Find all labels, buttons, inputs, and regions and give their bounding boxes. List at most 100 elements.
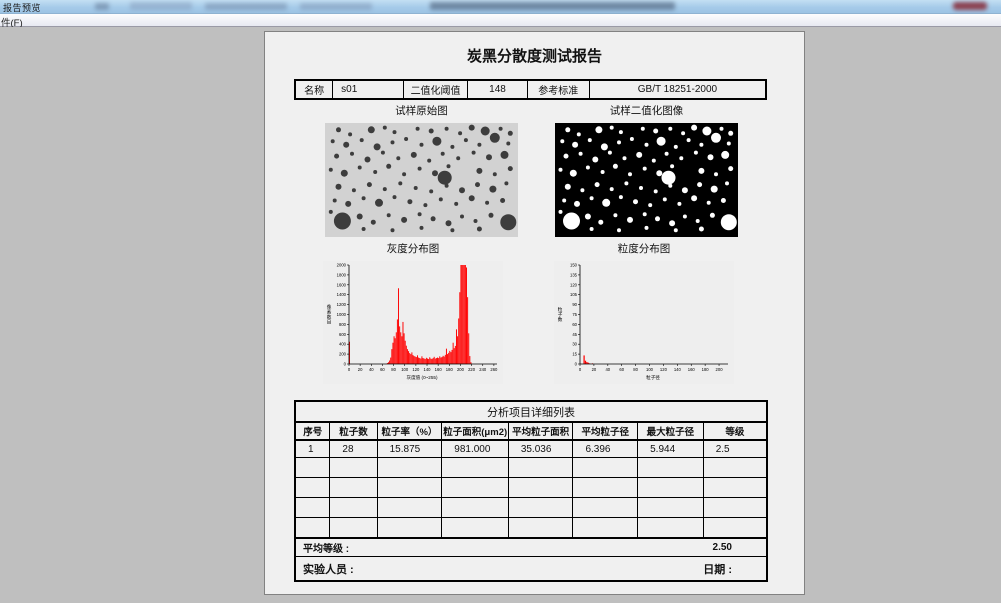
particle-dot [602, 198, 611, 207]
particle-dot [721, 150, 730, 159]
histogram-bar [435, 358, 437, 364]
svg-text:素: 素 [327, 309, 332, 315]
particle-dot [558, 167, 563, 172]
histogram-bar [391, 349, 393, 364]
average-grade-row: 平均等级 : 2.50 [294, 537, 768, 557]
svg-text:150: 150 [570, 263, 578, 268]
particle-dot [562, 198, 567, 203]
particle-dot [459, 187, 465, 194]
histogram-bar [430, 358, 432, 364]
particle-dot [624, 181, 629, 186]
histogram-bar [390, 357, 392, 364]
svg-text:260: 260 [490, 367, 498, 372]
svg-text:240: 240 [479, 367, 487, 372]
histogram-bar [432, 358, 434, 364]
particle-dot [609, 187, 614, 192]
menu-file-item[interactable]: 件(F) [1, 18, 23, 29]
particle-dot [373, 143, 381, 151]
histogram-bar [457, 336, 459, 364]
particle-dot [618, 195, 623, 200]
particle-dot [565, 127, 571, 133]
particle-dot [618, 130, 623, 135]
svg-text:200: 200 [339, 352, 347, 357]
particle-dot [390, 140, 395, 145]
histogram-bar [450, 352, 452, 364]
particle-dot [693, 150, 698, 155]
gray-chart-caption: 灰度分布图 [386, 243, 440, 255]
particle-dot [728, 130, 734, 136]
svg-text:90: 90 [572, 302, 577, 307]
particle-dot [709, 212, 715, 218]
particle-dot [343, 141, 350, 148]
particle-dot [572, 141, 579, 148]
histogram-bar [386, 363, 388, 364]
particle-dot [477, 142, 482, 147]
histogram-bar [395, 332, 397, 364]
particle-dot [361, 227, 366, 231]
particle-dot [380, 150, 385, 155]
svg-text:1600: 1600 [337, 282, 347, 287]
particle-dot [382, 125, 387, 130]
histogram-bar [445, 348, 447, 364]
particle-dot [351, 188, 356, 193]
particle-dot [334, 153, 340, 159]
particle-dot [644, 225, 649, 230]
svg-text:800: 800 [339, 322, 347, 327]
histogram-bar [587, 362, 589, 364]
histogram-bar [584, 360, 587, 364]
particle-dot [410, 151, 417, 158]
histogram-bar [420, 358, 422, 364]
histogram-bar [454, 345, 456, 364]
histogram-bar [449, 350, 451, 364]
particle-dot [714, 172, 718, 177]
svg-text:像: 像 [327, 304, 332, 310]
window-title: 报告预览 [3, 3, 42, 13]
particle-dot [500, 198, 506, 203]
analysis-header-cell: 最大粒子径 [637, 421, 704, 441]
svg-text:120: 120 [660, 367, 668, 372]
particle-dot [613, 213, 618, 218]
histogram-bar [459, 292, 461, 364]
particle-dot [480, 126, 490, 136]
report-title: 炭黑分散度测试报告 [466, 48, 602, 65]
particle-dot [460, 214, 464, 219]
histogram-bar [408, 351, 410, 364]
svg-text:100: 100 [401, 367, 409, 372]
histogram-bar [462, 265, 464, 364]
histogram-bar [433, 356, 435, 364]
report-preview-workspace: 炭黑分散度测试报告 名称 s01 二值化阈值 148 参考标准 GB/T 182… [0, 27, 1001, 603]
histogram-bar [402, 321, 404, 364]
histogram-bar [444, 354, 446, 364]
histogram-bar [469, 356, 471, 364]
report-page: 炭黑分散度测试报告 名称 s01 二值化阈值 148 参考标准 GB/T 182… [264, 31, 805, 595]
analysis-data-cell: 15.875 [376, 439, 443, 458]
analysis-header-cell: 粒子数 [329, 421, 378, 441]
particle-dot [366, 182, 372, 188]
particle-dot [428, 128, 434, 134]
particle-dot [707, 154, 714, 161]
svg-text:1200: 1200 [337, 302, 347, 307]
analysis-data-cell: 981.000 [441, 439, 509, 458]
particle-dot [725, 181, 729, 186]
svg-text:0: 0 [348, 367, 351, 372]
svg-text:目: 目 [327, 320, 332, 326]
analysis-data-cell: 1 [294, 439, 331, 458]
particle-dot [432, 136, 442, 146]
particle-dot [468, 195, 475, 202]
particle-dot [507, 166, 513, 172]
histogram-bar [400, 332, 402, 364]
original-image-caption: 试样原始图 [395, 105, 448, 117]
particle-dot [677, 201, 682, 206]
particle-dot [585, 165, 590, 170]
svg-text:1800: 1800 [337, 272, 347, 277]
svg-text:15: 15 [572, 352, 577, 357]
particle-dot [710, 185, 718, 193]
histogram-bar [427, 358, 428, 364]
particle-dot [492, 172, 497, 177]
histogram-bar [392, 342, 394, 364]
particle-dot [695, 219, 700, 223]
histogram-bar [423, 358, 425, 364]
histogram-bar [388, 362, 389, 364]
particle-dot [639, 186, 643, 190]
histogram-bar [468, 333, 470, 364]
